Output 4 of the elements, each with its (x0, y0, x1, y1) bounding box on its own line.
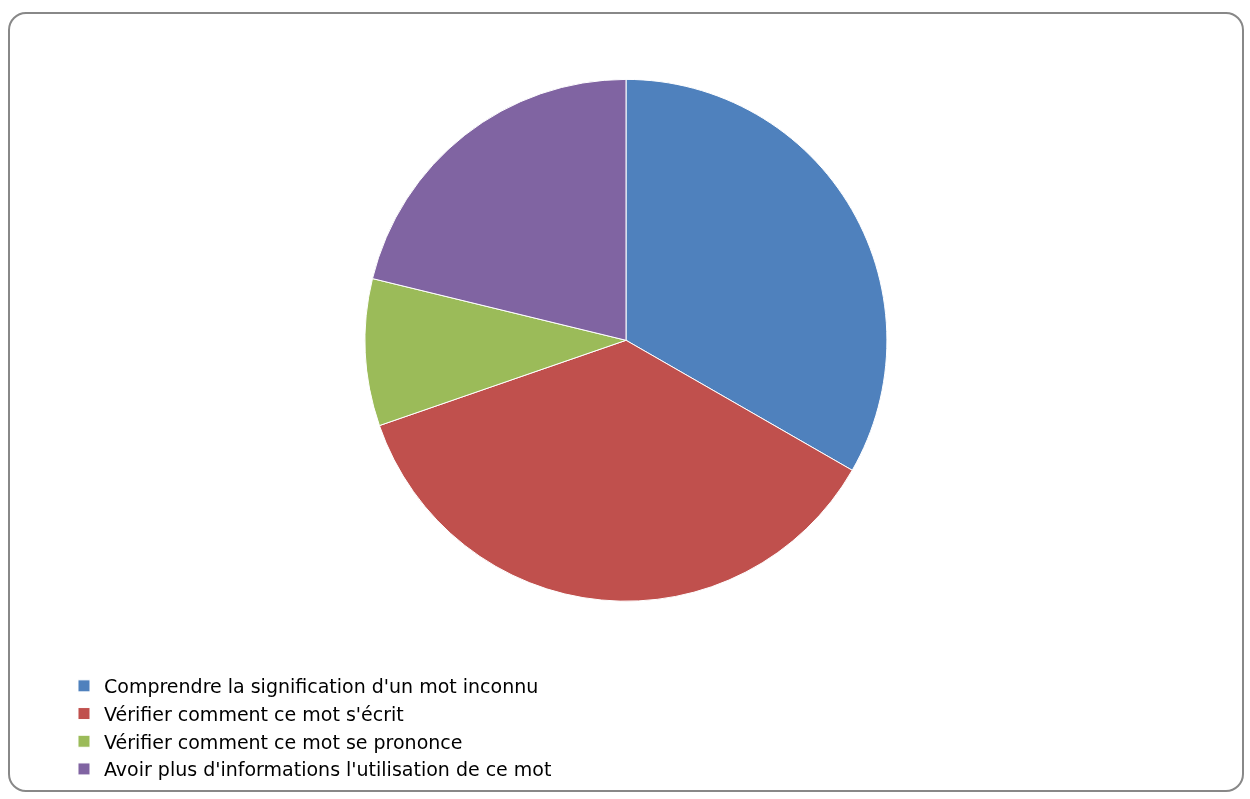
legend-label: Vérifier comment ce mot se prononce (103, 730, 463, 753)
legend-label: Avoir plus d'informations l'utilisation de ce mot (103, 758, 552, 781)
legend-label: Comprendre la signification d'un mot inconnu (103, 675, 539, 698)
legend-label: Vérifier comment ce mot s'écrit (103, 702, 404, 725)
